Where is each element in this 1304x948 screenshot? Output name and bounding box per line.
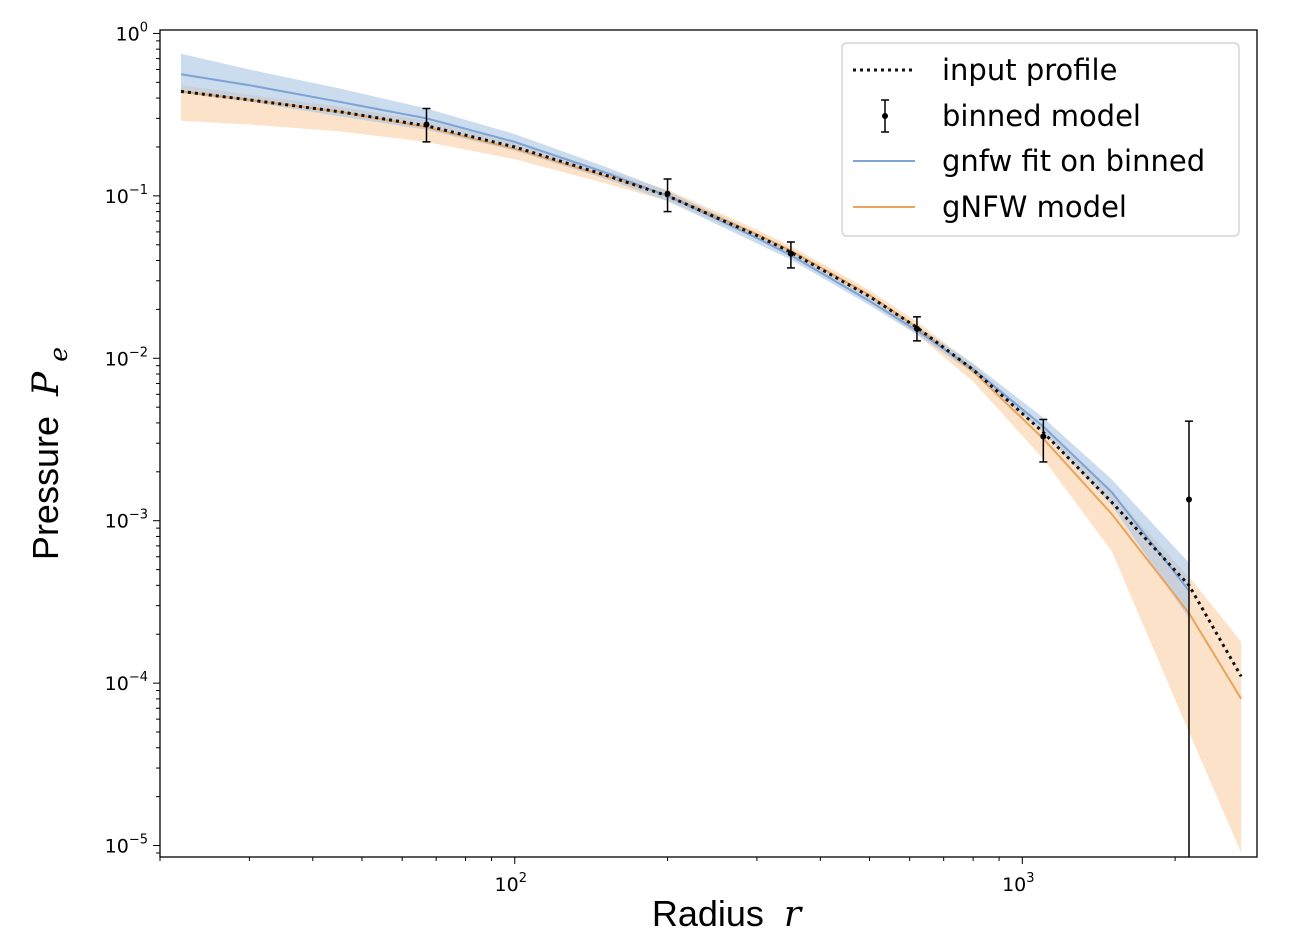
y-tick-exponent: −5 (129, 833, 148, 848)
x-tick-exponent: 2 (519, 871, 527, 886)
y-axis-label-symbol: P (26, 371, 67, 397)
y-tick-base: 10 (105, 836, 129, 858)
legend-label-gnfw-fit: gnfw fit on binned (942, 144, 1205, 178)
y-tick-label: 10−4 (105, 670, 148, 695)
binned-point (787, 250, 794, 257)
y-axis-label-subscript: e (44, 347, 73, 362)
y-tick-label: 100 (116, 20, 148, 45)
binned-point (423, 121, 430, 128)
legend-label-input-profile: input profile (942, 53, 1117, 87)
y-tick-exponent: −4 (129, 670, 148, 685)
y-tick-base: 10 (105, 348, 129, 370)
input-profile-line (180, 89, 1243, 678)
y-tick-base: 10 (105, 673, 129, 695)
binned-model-points (422, 107, 1193, 857)
y-axis-label-text: Pressure (25, 416, 66, 560)
legend-box (841, 42, 1240, 237)
y-tick-exponent: −3 (129, 508, 148, 523)
legend-keys (853, 68, 915, 208)
y-tick-label: 10−1 (105, 183, 148, 208)
y-axis-label: Pressure P e (25, 347, 73, 560)
x-axis-ticks: 102 103 (159, 857, 1176, 896)
x-tick-base: 10 (495, 874, 519, 896)
legend: input profile binned model gnfw fit on b… (841, 42, 1240, 237)
y-tick-base: 10 (116, 23, 140, 45)
x-axis-label-symbol: r (784, 894, 803, 935)
x-axis-label: Radius r (652, 893, 803, 935)
x-tick-base: 10 (1002, 874, 1026, 896)
x-axis-label-text: Radius (652, 893, 764, 934)
x-tick-exponent: 3 (1026, 871, 1034, 886)
x-tick-label: 102 (495, 871, 527, 896)
series-lines (180, 73, 1243, 700)
gnfw-fit-line (180, 73, 1190, 592)
legend-label-gnfw-model: gNFW model (942, 190, 1127, 224)
y-tick-base: 10 (105, 186, 129, 208)
y-tick-label: 10−5 (105, 833, 148, 858)
x-tick-label: 103 (1002, 871, 1034, 896)
y-tick-exponent: 0 (140, 20, 148, 35)
y-tick-exponent: −1 (129, 183, 148, 198)
binned-point (664, 190, 671, 197)
binned-point (1040, 433, 1047, 440)
y-tick-label: 10−3 (105, 508, 148, 533)
binned-point (913, 325, 920, 332)
y-tick-exponent: −2 (129, 345, 148, 360)
y-tick-label: 10−2 (105, 345, 148, 370)
binned-point (1185, 496, 1192, 503)
legend-label-binned-model: binned model (942, 99, 1141, 133)
y-tick-base: 10 (105, 511, 129, 533)
legend-key-binned-point (882, 113, 888, 119)
